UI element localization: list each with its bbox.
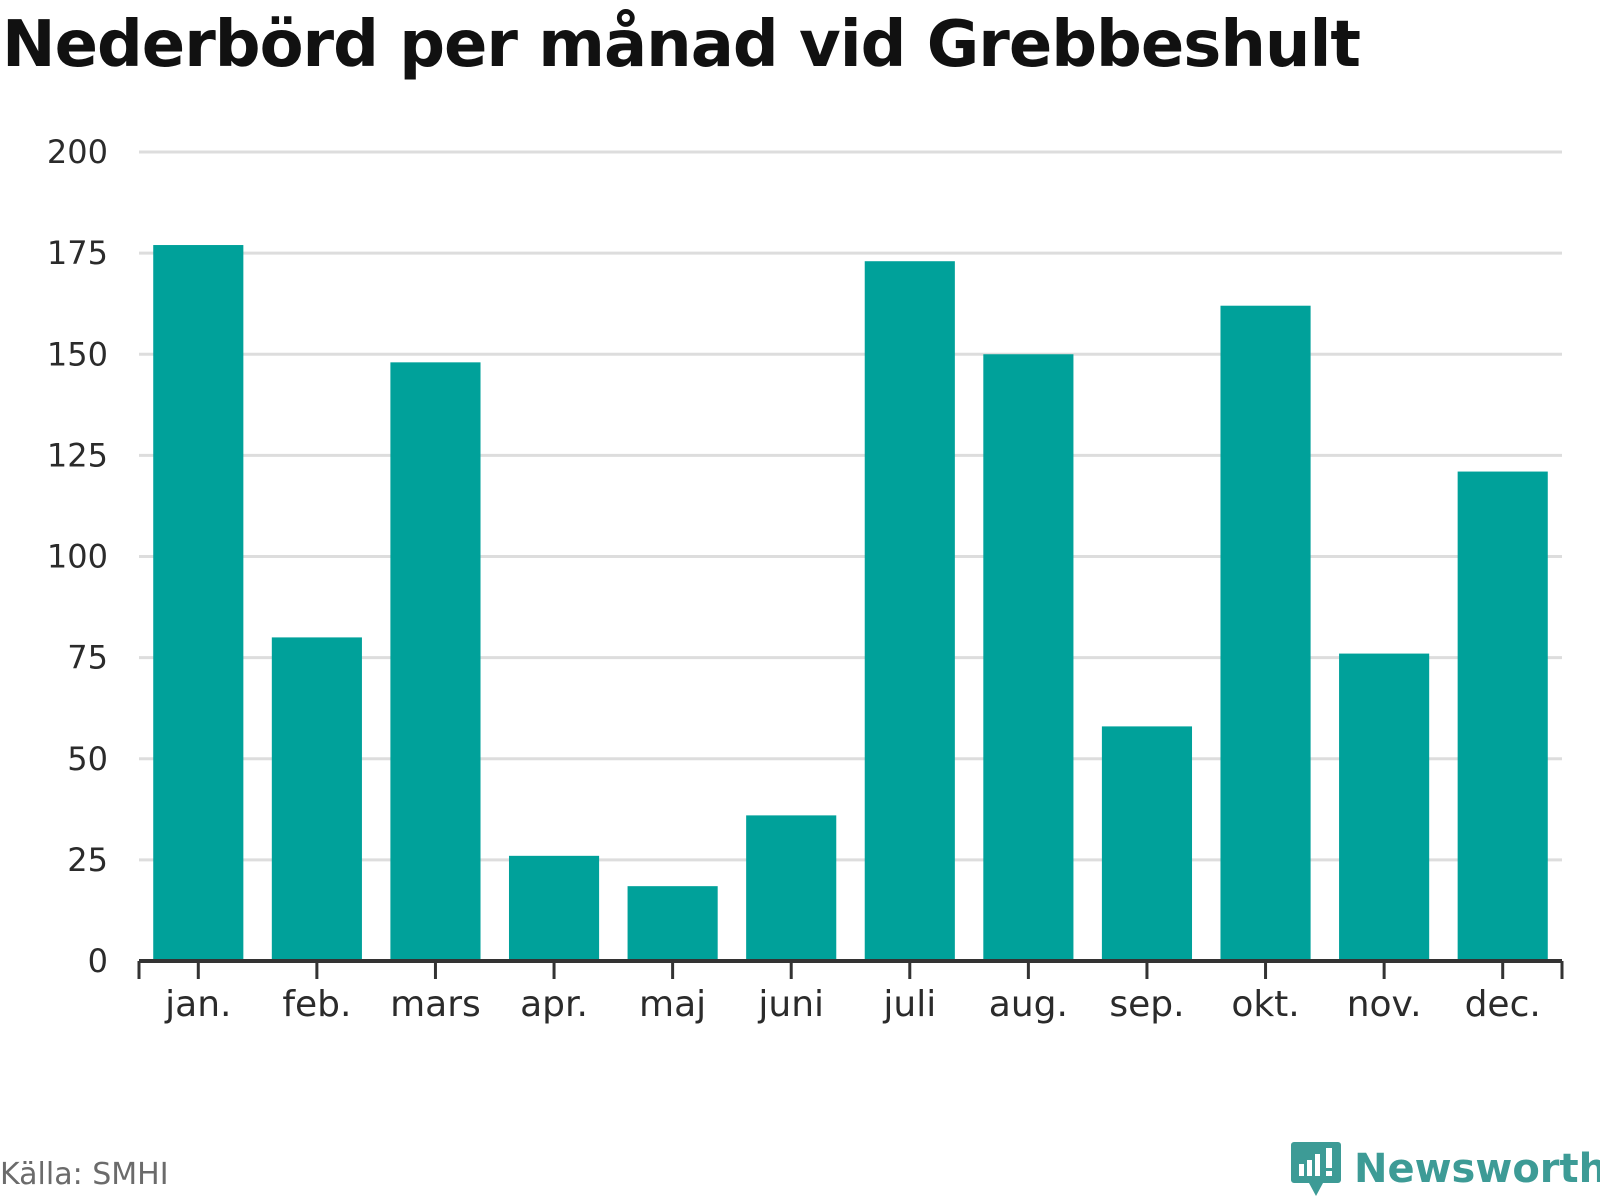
x-tick-label: mars — [390, 984, 481, 1025]
chart-title: Nederbörd per månad vid Grebbeshult — [2, 8, 1361, 82]
x-tick-label: apr. — [520, 984, 588, 1025]
bar — [627, 886, 718, 961]
bar — [1220, 305, 1311, 962]
bar — [746, 815, 837, 961]
bar — [508, 855, 600, 961]
y-axis-ticks: 0 25 50 75 100 125 150 175 200 — [47, 133, 108, 980]
x-tick-label: okt. — [1231, 984, 1299, 1025]
x-tick-label: sep. — [1109, 984, 1184, 1025]
bar — [1339, 653, 1430, 961]
x-tick-label: aug. — [989, 984, 1068, 1025]
bar — [153, 245, 244, 961]
bar — [271, 637, 362, 961]
x-tick-label: juni — [757, 984, 824, 1025]
bar — [390, 362, 481, 962]
x-tick-label: maj — [639, 984, 706, 1025]
y-tick-label: 125 — [47, 436, 108, 474]
y-tick-label: 150 — [47, 335, 108, 373]
x-tick-label: feb. — [282, 984, 351, 1025]
x-axis-ticks: jan. feb. mars apr. maj juni juli aug. sep. okt. n… — [164, 984, 1541, 1025]
brand: Newsworthy — [1290, 1140, 1600, 1198]
y-tick-label: 0 — [88, 942, 108, 980]
newsworthy-logo-icon — [1291, 1142, 1341, 1196]
bar — [864, 261, 955, 962]
brand-name: Newsworthy — [1354, 1146, 1600, 1192]
x-axis — [137, 959, 1564, 979]
source-note: Källa: SMHI — [0, 1157, 169, 1192]
x-tick-label: jan. — [164, 984, 231, 1025]
bar — [983, 354, 1074, 961]
bar — [1101, 726, 1193, 961]
y-tick-label: 25 — [67, 841, 108, 879]
y-tick-label: 50 — [67, 740, 108, 778]
x-tick-label: nov. — [1347, 984, 1422, 1025]
grid-lines — [139, 150, 1562, 862]
y-tick-label: 175 — [47, 234, 108, 272]
y-tick-label: 100 — [47, 538, 108, 576]
y-tick-label: 200 — [47, 133, 108, 171]
y-tick-label: 75 — [67, 639, 108, 677]
bar — [1457, 471, 1548, 961]
bars — [153, 245, 1548, 962]
x-tick-label: dec. — [1465, 984, 1541, 1025]
x-tick-label: juli — [882, 984, 936, 1025]
